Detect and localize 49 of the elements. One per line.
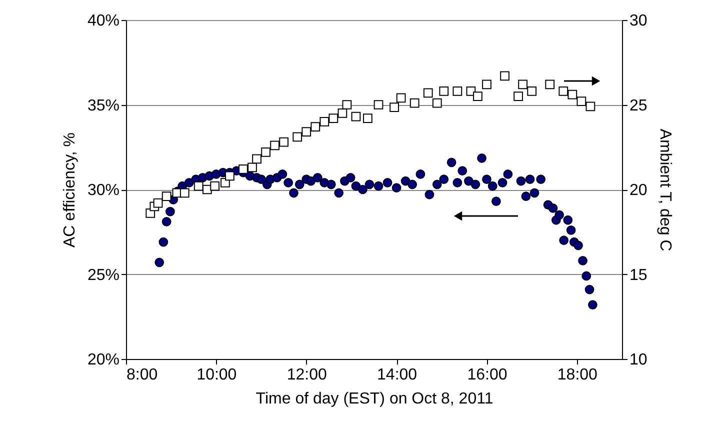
y-tick-label: 40% [87,12,120,30]
point [390,102,399,112]
point [292,132,302,142]
point [423,88,433,98]
x-tick-label: 12:00 [286,366,327,384]
y-tick-label: 35% [87,97,120,114]
y-tick-label: 30% [87,182,120,199]
y2-axis-title: Ambient T, deg C [656,128,674,252]
x-axis-title: Time of day (EST) on Oct 8, 2011 [256,390,494,408]
y-axis-title: AC efficiency, % [61,132,78,248]
point [153,198,163,208]
y-tick-label: 20% [87,352,120,368]
point [180,188,190,198]
point [261,148,270,157]
point [194,181,204,191]
point [500,71,510,81]
x-tick-label: 16:00 [467,366,508,384]
y2-tick-label: 30 [630,12,648,30]
point [279,137,288,147]
point [439,86,449,96]
point [374,100,384,110]
point [351,112,361,122]
point [252,154,262,164]
point [482,80,492,90]
point [518,80,528,90]
y2-tick-label: 10 [630,352,648,368]
point [238,164,248,174]
point [342,100,352,110]
y2-tick-label: 15 [630,266,648,284]
y2-tick-label: 20 [630,182,648,199]
point [545,80,555,90]
x-tick-label: 8:00 [126,366,158,384]
point [514,92,523,101]
point [586,102,596,112]
x-tick-label: 14:00 [377,366,418,384]
y2-tick-label: 25 [630,97,648,114]
point [210,181,220,191]
point [410,98,420,108]
point [452,86,462,96]
point [473,92,482,101]
x-tick-label: 10:00 [196,366,237,384]
point [162,192,172,201]
point [396,93,406,103]
point [568,90,578,100]
y-tick-label: 25% [87,266,120,284]
point [432,98,442,108]
point [270,140,280,150]
x-tick-label: 18:00 [557,366,598,384]
point [225,171,234,181]
